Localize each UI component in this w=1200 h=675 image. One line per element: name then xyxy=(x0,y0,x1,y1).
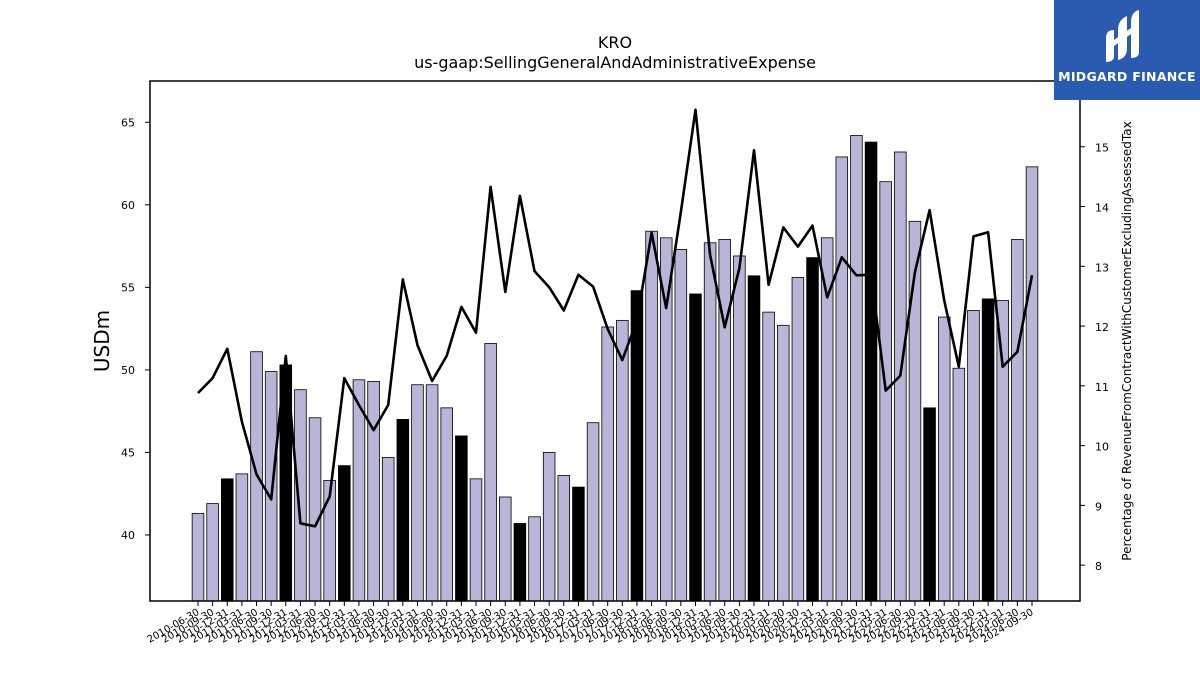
y-tick-label: 50 xyxy=(121,364,135,377)
bar xyxy=(206,503,219,602)
y2-tick-label: 8 xyxy=(1095,560,1102,573)
brand-logo: MIDGARD FINANCE xyxy=(1054,0,1200,100)
bar xyxy=(513,523,527,602)
y2-axis-label: Percentage of RevenueFromContractWithCus… xyxy=(1120,121,1134,560)
y-tick-label: 40 xyxy=(121,529,135,542)
bar xyxy=(850,135,863,602)
y2-tick-label: 13 xyxy=(1095,261,1109,274)
y2-tick-label: 9 xyxy=(1095,500,1102,513)
bar xyxy=(264,371,278,602)
bar xyxy=(557,475,571,602)
bar xyxy=(425,384,439,602)
bar xyxy=(528,516,541,602)
y-axis-ticks: 40 45 50 55 60 65 xyxy=(121,116,150,542)
x-axis-ticks: 2010-06-302010-09-302010-12-312011-03-31… xyxy=(146,601,1036,646)
bar xyxy=(777,324,790,602)
y-tick-label: 45 xyxy=(121,446,135,459)
bar xyxy=(674,248,688,602)
y2-tick-label: 15 xyxy=(1095,142,1109,155)
bar xyxy=(469,478,483,602)
bar xyxy=(455,435,468,602)
bar xyxy=(835,156,849,602)
bar xyxy=(806,257,819,602)
bar xyxy=(1025,166,1039,602)
bar-series xyxy=(191,135,1039,602)
bar xyxy=(308,417,322,602)
bar xyxy=(1011,239,1024,602)
bar xyxy=(762,311,775,602)
bar xyxy=(572,486,585,602)
bar xyxy=(981,298,995,602)
y2-tick-label: 11 xyxy=(1095,381,1109,394)
y-tick-label: 65 xyxy=(121,116,135,129)
bar xyxy=(996,300,1009,602)
bar xyxy=(542,452,556,602)
bar xyxy=(586,422,600,602)
logo-text: MIDGARD FINANCE xyxy=(1058,69,1196,84)
bar xyxy=(294,389,307,602)
bar xyxy=(396,419,410,602)
bar xyxy=(601,326,614,602)
y2-axis-ticks: 8 9 10 11 12 13 14 15 xyxy=(1080,142,1109,573)
bar xyxy=(923,407,936,602)
bar xyxy=(411,384,424,602)
y-axis-label: USDm xyxy=(90,310,114,372)
plot-frame xyxy=(149,80,1081,602)
chart-subtitle: us-gaap:SellingGeneralAndAdministrativeE… xyxy=(414,53,816,72)
bar xyxy=(967,310,980,602)
bar xyxy=(191,513,205,602)
bar xyxy=(367,381,380,602)
chart-title: KRO xyxy=(598,33,632,52)
bar xyxy=(440,407,453,602)
ratio-line xyxy=(197,108,1034,528)
bar xyxy=(338,465,351,602)
bar xyxy=(937,316,951,602)
y2-tick-label: 10 xyxy=(1095,441,1109,454)
y2-tick-label: 12 xyxy=(1095,321,1109,334)
bar xyxy=(630,290,644,602)
logo-mark-icon xyxy=(1106,10,1139,62)
bar xyxy=(703,242,717,602)
y-tick-label: 55 xyxy=(121,281,135,294)
bar xyxy=(733,255,746,602)
bar xyxy=(747,275,761,602)
bar xyxy=(499,496,512,602)
bar xyxy=(381,456,395,602)
bar xyxy=(645,230,658,602)
bar xyxy=(718,239,731,602)
bar xyxy=(864,141,878,602)
y2-tick-label: 14 xyxy=(1095,202,1109,215)
bar xyxy=(221,478,234,602)
bar xyxy=(791,277,805,602)
bar xyxy=(616,319,629,602)
y-tick-label: 60 xyxy=(121,199,135,212)
bar xyxy=(952,367,966,602)
bar xyxy=(235,473,249,602)
bar xyxy=(484,343,497,602)
bar xyxy=(689,293,702,602)
